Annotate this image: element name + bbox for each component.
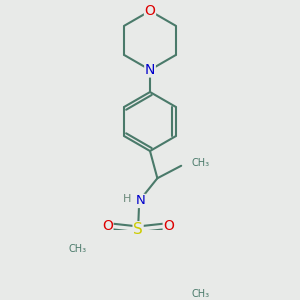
Text: CH₃: CH₃	[191, 158, 209, 168]
Text: CH₃: CH₃	[68, 244, 86, 254]
Text: S: S	[133, 222, 143, 237]
Text: H: H	[123, 194, 131, 204]
Text: N: N	[145, 63, 155, 77]
Text: N: N	[136, 194, 145, 207]
Text: O: O	[163, 220, 174, 233]
Text: CH₃: CH₃	[192, 289, 210, 299]
Text: O: O	[145, 4, 155, 18]
Text: O: O	[102, 220, 113, 233]
